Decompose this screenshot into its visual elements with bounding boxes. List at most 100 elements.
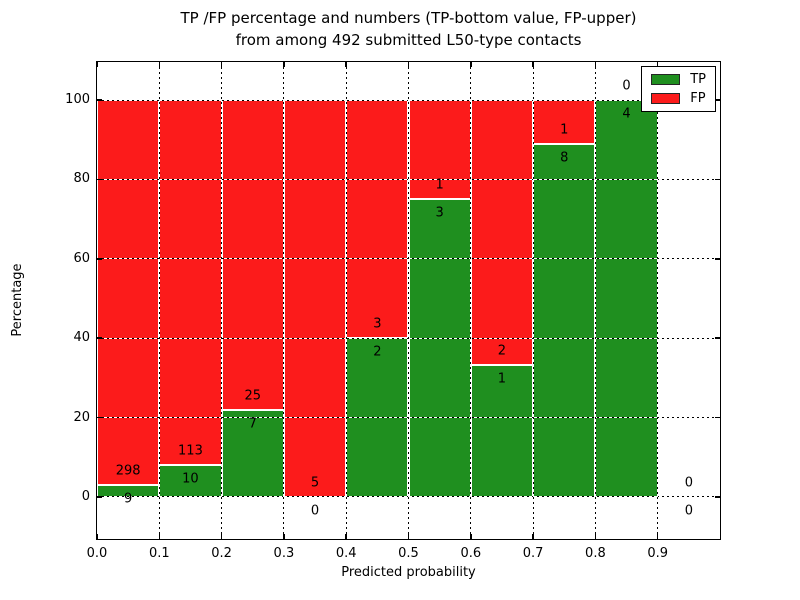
x-tick-label: 0.4: [335, 546, 357, 561]
tick-mark: [97, 99, 102, 101]
chart-title: TP /FP percentage and numbers (TP-bottom…: [180, 9, 637, 27]
x-tick-label: 0.8: [585, 546, 606, 561]
tick-mark: [345, 62, 347, 67]
x-tick-label: 0.7: [522, 546, 544, 561]
bar-tp-segment: [221, 410, 284, 497]
tick-mark: [283, 534, 285, 539]
bar-fp-segment: [470, 100, 534, 365]
bar-fp-segment: [97, 100, 160, 486]
tick-mark: [594, 534, 597, 539]
tick-mark: [715, 337, 720, 339]
gridline-vertical: [283, 62, 285, 539]
gridline-vertical: [408, 62, 409, 539]
plot-area: TP FP 298 9 113 10 25 7 5 0 3 2 1 3 2 1 1 8 0 4 0 0: [96, 61, 721, 540]
x-axis-label: Predicted probability: [341, 565, 476, 580]
bar-fp-segment: [533, 100, 596, 145]
tick-mark: [96, 62, 98, 67]
tick-mark: [656, 534, 659, 539]
bar-fp-segment: [159, 100, 222, 465]
tick-mark: [345, 534, 347, 539]
bar-tp-count-label: 8: [560, 150, 569, 166]
legend-entry-fp: FP: [651, 92, 706, 105]
tick-mark: [594, 62, 597, 67]
bar-fp-count-label: 1: [560, 122, 569, 138]
bar-tp-count-label: 0: [684, 503, 693, 519]
bar-tp-count-label: 3: [435, 205, 444, 221]
bar-fp-count-label: 0: [684, 475, 693, 491]
y-tick-label: 100: [65, 92, 90, 108]
legend: TP FP: [641, 66, 716, 112]
bar-fp-count-label: 5: [310, 475, 320, 491]
legend-entry-tp: TP: [651, 73, 706, 86]
x-tick-label: 0.1: [148, 546, 170, 561]
bar-tp-segment: [408, 199, 471, 497]
bar-fp-count-label: 3: [373, 316, 382, 332]
bar-tp-count-label: 10: [182, 471, 199, 487]
tick-mark: [283, 62, 285, 67]
bar-tp-segment: [470, 364, 534, 497]
bar-tp-count-label: 2: [373, 344, 382, 360]
x-tick-label: 0.5: [398, 546, 419, 561]
tick-mark: [220, 62, 223, 67]
bar-fp-count-label: 25: [244, 388, 262, 404]
bar-fp-count-label: 113: [178, 443, 203, 459]
tick-mark: [220, 534, 223, 539]
y-tick-label: 60: [73, 250, 90, 266]
tick-mark: [470, 534, 472, 539]
bar-tp-count-label: 9: [124, 491, 133, 507]
x-tick-label: 0.9: [647, 546, 669, 561]
bar-tp-segment: [595, 100, 658, 497]
gridline-vertical: [532, 62, 534, 539]
bar-fp-count-label: 0: [622, 78, 631, 94]
tick-mark: [158, 534, 161, 539]
tick-mark: [97, 496, 102, 498]
y-tick-label: 20: [73, 409, 90, 425]
bar-fp-count-label: 2: [497, 343, 507, 359]
gridline-vertical: [158, 62, 160, 539]
tick-mark: [470, 62, 472, 67]
x-tick-label: 0.6: [460, 546, 482, 561]
bar-tp-segment: [533, 144, 596, 497]
bar-fp-segment: [283, 100, 347, 497]
x-tick-label: 0.0: [86, 546, 108, 561]
chart-subtitle: from among 492 submitted L50-type contac…: [235, 31, 582, 49]
gridline-vertical: [345, 62, 347, 539]
tick-mark: [715, 99, 720, 101]
tick-mark: [532, 62, 534, 67]
tick-mark: [715, 178, 720, 181]
tick-mark: [97, 416, 102, 419]
y-tick-label: 0: [81, 488, 90, 504]
tick-mark: [715, 416, 720, 419]
bar-fp-segment: [408, 100, 471, 200]
x-tick-label: 0.2: [211, 546, 232, 561]
tick-mark: [407, 534, 410, 539]
legend-label-tp: TP: [690, 72, 706, 87]
tick-mark: [407, 62, 410, 67]
bar-fp-segment: [346, 100, 409, 339]
bar-fp-segment: [221, 100, 284, 411]
gridline-vertical: [594, 62, 596, 539]
tick-mark: [158, 62, 161, 67]
bar-fp-count-label: 298: [115, 463, 141, 479]
gridline-vertical: [657, 62, 659, 539]
tick-mark: [97, 178, 102, 181]
bar-tp-count-label: 4: [622, 106, 631, 122]
y-tick-label: 80: [73, 171, 90, 187]
bar-tp-count-label: 1: [497, 371, 507, 387]
tick-mark: [656, 62, 659, 67]
bar-fp-count-label: 1: [435, 177, 444, 193]
tick-mark: [715, 258, 720, 260]
tick-mark: [532, 534, 534, 539]
legend-swatch-tp: [651, 74, 681, 85]
gridline-vertical: [470, 62, 472, 539]
tick-mark: [97, 258, 102, 260]
tick-mark: [715, 496, 720, 498]
x-tick-label: 0.3: [273, 546, 295, 561]
gridline-vertical: [221, 62, 223, 539]
legend-swatch-fp: [651, 93, 681, 104]
tick-mark: [96, 534, 98, 539]
y-axis-label: Percentage: [10, 263, 25, 337]
legend-label-fp: FP: [690, 91, 706, 106]
y-tick-label: 40: [73, 330, 90, 346]
